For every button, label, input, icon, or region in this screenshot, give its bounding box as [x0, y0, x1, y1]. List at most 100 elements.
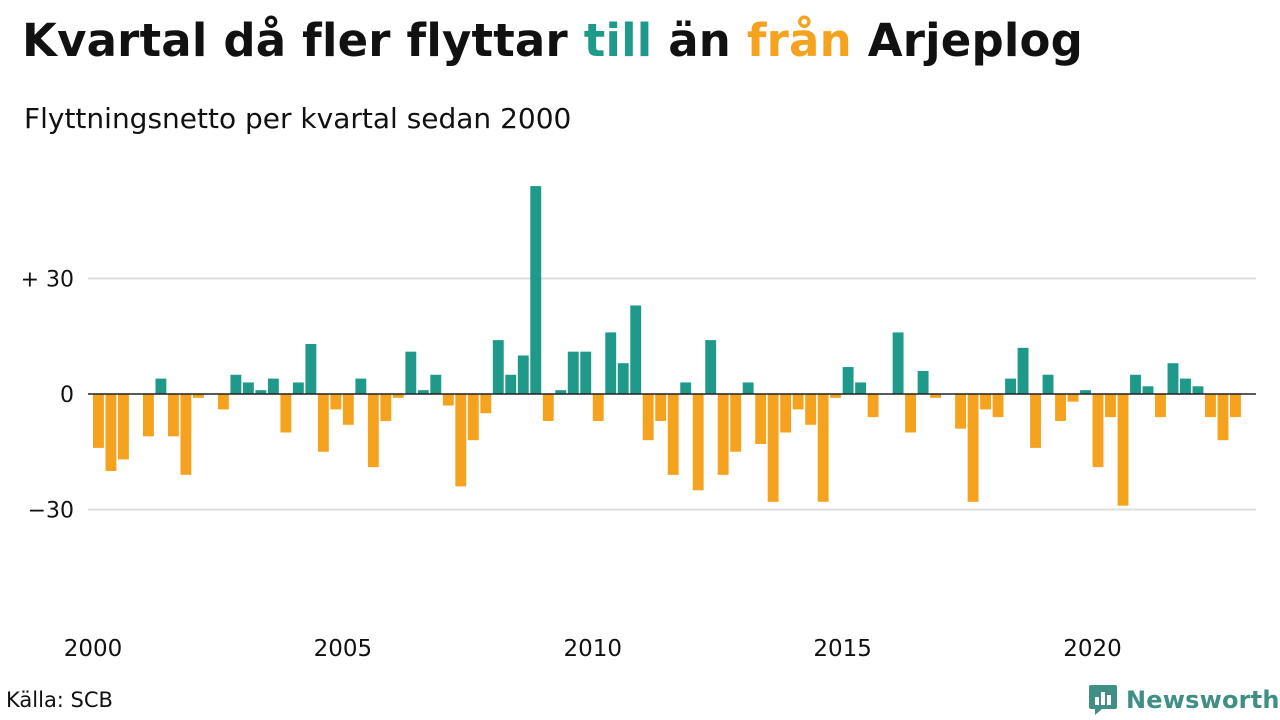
bar: 2013 Q3: -28	[767, 394, 779, 502]
bar: 2007 Q1: -3	[442, 394, 454, 406]
bar: 2017 Q3: -28	[967, 394, 979, 502]
bar: 2011 Q2: -7	[655, 394, 667, 421]
bar: 2014 Q4: -1	[830, 394, 842, 398]
bar: 2016 Q3: 6	[917, 370, 929, 394]
title-part-3: Arjeplog	[851, 14, 1084, 67]
bar: 2008 Q3: 10	[517, 355, 529, 394]
bar: 2013 Q2: -13	[755, 394, 767, 445]
bar: 2003 Q4: -10	[280, 394, 292, 433]
bar: 2004 Q4: -4	[330, 394, 342, 410]
bar: 2021 Q2: -6	[1155, 394, 1166, 418]
bar: 2018 Q4: -14	[1030, 394, 1041, 448]
bar: 2011 Q3: -21	[667, 394, 679, 475]
grid-layer	[88, 277, 1256, 511]
x-tick-label: 2000	[64, 636, 123, 662]
bar: 2019 Q4: 1	[1080, 390, 1091, 394]
bar: 2001 Q4: -21	[180, 394, 192, 475]
bar: 2000 Q3: -17	[117, 394, 129, 460]
bar: 2003 Q2: 1	[255, 390, 267, 394]
bar: 2000 Q1: -14	[93, 394, 104, 448]
title-part-1: Kvartal då fler flyttar	[22, 14, 584, 67]
bar: 2005 Q4: -7	[380, 394, 392, 421]
chart-subtitle: Flyttningsnetto per kvartal sedan 2000	[24, 102, 572, 135]
bar: 2011 Q1: -12	[642, 394, 654, 441]
bar: 2009 Q2: 1	[555, 390, 567, 394]
bar: 2012 Q1: -25	[692, 394, 704, 491]
source-note: Källa: SCB	[6, 688, 113, 712]
bar: 2017 Q2: -9	[955, 394, 967, 429]
bar: 2009 Q3: 11	[567, 351, 579, 394]
bar: 2005 Q1: -8	[342, 394, 354, 425]
bar: 2021 Q4: 4	[1180, 378, 1191, 394]
bar: 2011 Q4: 3	[680, 382, 692, 394]
x-tick-label: 2010	[564, 636, 623, 662]
bar: 2019 Q2: -7	[1055, 394, 1066, 421]
bar: 2017 Q4: -4	[980, 394, 992, 410]
y-tick-label: + 30	[21, 268, 74, 293]
bar: 2003 Q1: 3	[242, 382, 254, 394]
bar: 2018 Q2: 4	[1005, 378, 1016, 394]
x-axis-ticks: 2000 2005 2010 2015 2020	[64, 636, 1122, 662]
bar: 2018 Q3: 12	[1017, 347, 1029, 394]
bar: 2005 Q2: 4	[355, 378, 367, 394]
bar: 2004 Q1: 3	[292, 382, 304, 394]
bar: 2008 Q4: 54	[530, 186, 542, 394]
bar: 2001 Q2: 4	[155, 378, 167, 394]
bar: 2019 Q1: 5	[1042, 374, 1054, 394]
bar: 2006 Q3: 1	[417, 390, 429, 394]
bar: 2016 Q2: -10	[905, 394, 917, 433]
title-highlight-till: till	[583, 14, 653, 67]
bar: 2014 Q3: -28	[817, 394, 829, 502]
bar: 2019 Q3: -2	[1067, 394, 1079, 402]
brand-name: Newsworthy	[1126, 686, 1280, 714]
bar: 2003 Q3: 4	[267, 378, 279, 394]
bar: 2002 Q3: -4	[217, 394, 229, 410]
x-tick-label: 2020	[1063, 636, 1122, 662]
bar: 2022 Q4: -6	[1230, 394, 1241, 418]
bar: 2008 Q1: 14	[492, 340, 504, 394]
bar: 2020 Q3: -29	[1117, 394, 1129, 506]
y-tick-label: −30	[28, 499, 74, 524]
bar: 2005 Q3: -19	[367, 394, 379, 468]
bar: 2001 Q3: -11	[167, 394, 179, 437]
bar: 2022 Q2: -6	[1205, 394, 1216, 418]
bar: 2012 Q2: 14	[705, 340, 717, 394]
bars-layer: 2000 Q1: -142000 Q2: -202000 Q3: -17 2001…	[93, 186, 1241, 506]
y-tick-label: 0	[60, 383, 74, 408]
title-part-2: än	[652, 14, 747, 67]
bar: 2010 Q1: -7	[592, 394, 604, 421]
bar: 2013 Q1: 3	[742, 382, 754, 394]
bar: 2000 Q2: -20	[105, 394, 117, 471]
bar: 2016 Q4: -1	[930, 394, 942, 398]
bar: 2004 Q2: 13	[305, 343, 317, 394]
bar-chart: 2000 Q1: -142000 Q2: -202000 Q3: -17 2001…	[21, 186, 1256, 662]
x-tick-label: 2005	[314, 636, 373, 662]
bar: 2008 Q2: 5	[505, 374, 517, 394]
bar: 2010 Q4: 23	[630, 305, 642, 394]
bar: 2007 Q4: -5	[480, 394, 492, 414]
bar: 2006 Q4: 5	[430, 374, 442, 394]
bar: 2007 Q2: -24	[455, 394, 467, 487]
bar: 2012 Q3: -21	[717, 394, 729, 475]
bar: 2015 Q1: 7	[842, 367, 854, 394]
bar: 2006 Q2: 11	[405, 351, 417, 394]
x-tick-label: 2015	[813, 636, 872, 662]
bar: 2016 Q1: 16	[892, 332, 904, 394]
bar: 2020 Q2: -6	[1105, 394, 1116, 418]
chart-title: Kvartal då fler flyttar till än från Arj…	[22, 14, 1083, 67]
bar: 2009 Q4: 11	[580, 351, 592, 394]
bar-chart-speech-bubble-icon	[1089, 685, 1117, 715]
bar: 2007 Q3: -12	[467, 394, 479, 441]
bar: 2018 Q1: -6	[992, 394, 1004, 418]
bar: 2009 Q1: -7	[542, 394, 554, 421]
brand-logo: Newsworthy	[1088, 682, 1280, 718]
bar: 2015 Q3: -6	[867, 394, 879, 418]
bar: 2022 Q1: 2	[1192, 386, 1204, 394]
bar: 2013 Q4: -10	[780, 394, 792, 433]
bar: 2014 Q2: -8	[805, 394, 817, 425]
bar: 2002 Q4: 5	[230, 374, 242, 394]
bar: 2001 Q1: -11	[142, 394, 154, 437]
bar: 2015 Q2: 3	[855, 382, 867, 394]
bar: 2022 Q3: -12	[1217, 394, 1229, 441]
bar: 2004 Q3: -15	[317, 394, 329, 452]
